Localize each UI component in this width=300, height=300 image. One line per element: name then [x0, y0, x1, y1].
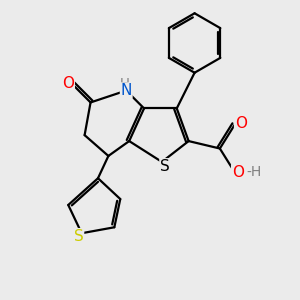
- Text: N: N: [121, 83, 132, 98]
- Text: O: O: [235, 116, 247, 131]
- Text: H: H: [120, 76, 130, 90]
- Text: O: O: [232, 165, 244, 180]
- Text: S: S: [160, 159, 170, 174]
- Text: -H: -H: [246, 165, 262, 179]
- Text: S: S: [74, 229, 83, 244]
- Text: O: O: [62, 76, 74, 91]
